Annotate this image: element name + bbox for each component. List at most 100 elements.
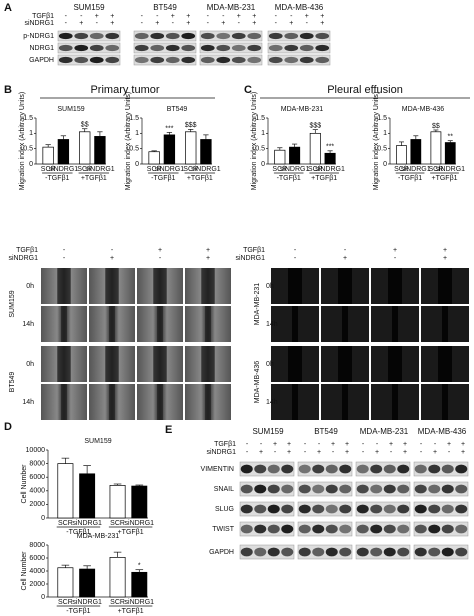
group-label: +TGFβ1 bbox=[311, 175, 337, 182]
wound-gap bbox=[57, 268, 71, 304]
band bbox=[254, 504, 267, 514]
sign: - bbox=[63, 247, 66, 254]
y-tick-label: 0 bbox=[135, 161, 139, 168]
x-tick-label: siNDRG1 bbox=[72, 599, 102, 606]
blot bbox=[297, 501, 353, 517]
blot-row: p-NDRG1 bbox=[23, 33, 54, 40]
wound-gap bbox=[442, 384, 448, 420]
group-label: -TGFβ1 bbox=[66, 608, 90, 615]
band bbox=[247, 44, 262, 52]
sign: - bbox=[290, 13, 293, 20]
band bbox=[312, 484, 325, 494]
group-label: -TGFβ1 bbox=[398, 175, 422, 182]
blot bbox=[297, 521, 353, 537]
band bbox=[284, 32, 299, 40]
band bbox=[268, 56, 283, 64]
bar bbox=[57, 463, 74, 519]
band bbox=[397, 504, 410, 514]
panel-title: Pleural effusion bbox=[327, 84, 403, 96]
wound-gap bbox=[342, 384, 348, 420]
y-tick-label: 1.5 bbox=[255, 115, 265, 122]
band bbox=[105, 44, 120, 52]
band bbox=[315, 56, 330, 64]
band bbox=[216, 44, 231, 52]
band bbox=[74, 44, 89, 52]
wound-gap bbox=[153, 346, 167, 382]
band bbox=[356, 504, 369, 514]
band bbox=[105, 56, 120, 64]
band bbox=[370, 547, 383, 557]
band bbox=[298, 547, 311, 557]
sign: - bbox=[238, 20, 241, 27]
band bbox=[325, 524, 338, 534]
band bbox=[134, 56, 149, 64]
blot bbox=[239, 461, 295, 477]
band bbox=[150, 32, 165, 40]
time-label: 14h bbox=[22, 321, 34, 328]
treatment: TGFβ1 bbox=[16, 247, 38, 254]
band bbox=[181, 44, 196, 52]
group-label: -TGFβ1 bbox=[277, 175, 301, 182]
y-axis-label: Cell Number bbox=[21, 464, 28, 504]
band bbox=[200, 32, 215, 40]
blot-row: NDRG1 bbox=[29, 45, 54, 52]
wound-gap bbox=[288, 346, 302, 382]
blot bbox=[355, 544, 411, 560]
band bbox=[397, 547, 410, 557]
band bbox=[414, 504, 427, 514]
sign: - bbox=[332, 449, 335, 456]
band bbox=[370, 464, 383, 474]
blot bbox=[57, 42, 121, 54]
wound-gap bbox=[205, 306, 211, 342]
cell-line: MDA-MB-436 bbox=[254, 361, 261, 404]
band bbox=[89, 32, 104, 40]
sign: - bbox=[306, 20, 309, 27]
group-label: +TGFβ1 bbox=[432, 175, 458, 182]
sign: + bbox=[171, 13, 175, 20]
wound-gap bbox=[105, 268, 119, 304]
band bbox=[240, 484, 253, 494]
blot bbox=[413, 544, 469, 560]
chart-title: SUM159 bbox=[57, 106, 84, 113]
y-tick-label: 2000 bbox=[29, 501, 45, 508]
blot bbox=[297, 461, 353, 477]
y-tick-label: 0.5 bbox=[255, 146, 265, 153]
x-tick-label: SCR bbox=[58, 520, 73, 527]
sign: + bbox=[331, 441, 335, 448]
band bbox=[267, 464, 280, 474]
band bbox=[267, 484, 280, 494]
x-tick-label: siNDRG1 bbox=[125, 599, 155, 606]
sign: + bbox=[158, 247, 162, 254]
sign: + bbox=[110, 255, 114, 262]
y-axis-label: Migration index (Arbitrary Units) bbox=[19, 92, 26, 190]
blot bbox=[199, 42, 263, 54]
bar bbox=[131, 485, 148, 519]
x-tick-label: siNDRG1 bbox=[72, 520, 102, 527]
x-tick-label: siNDRG1 bbox=[85, 166, 115, 173]
band bbox=[89, 44, 104, 52]
sign: + bbox=[186, 13, 190, 20]
wound-gap bbox=[438, 346, 452, 382]
sign: - bbox=[390, 449, 393, 456]
band bbox=[414, 484, 427, 494]
blot bbox=[267, 30, 331, 42]
bar bbox=[444, 142, 456, 165]
band bbox=[231, 32, 246, 40]
sign: + bbox=[206, 247, 210, 254]
sign: + bbox=[237, 13, 241, 20]
annotation: * bbox=[138, 563, 141, 570]
wound-gap bbox=[342, 306, 348, 342]
band bbox=[312, 504, 325, 514]
y-tick-label: 6000 bbox=[29, 555, 45, 562]
blot bbox=[355, 461, 411, 477]
band bbox=[165, 44, 180, 52]
band bbox=[268, 44, 283, 52]
band bbox=[299, 44, 314, 52]
band bbox=[370, 524, 383, 534]
sign: - bbox=[63, 255, 66, 262]
sign: + bbox=[221, 20, 225, 27]
band bbox=[150, 44, 165, 52]
panel-label: D bbox=[4, 421, 12, 433]
x-tick-label: siNDRG1 bbox=[280, 166, 310, 173]
sign: - bbox=[304, 449, 307, 456]
